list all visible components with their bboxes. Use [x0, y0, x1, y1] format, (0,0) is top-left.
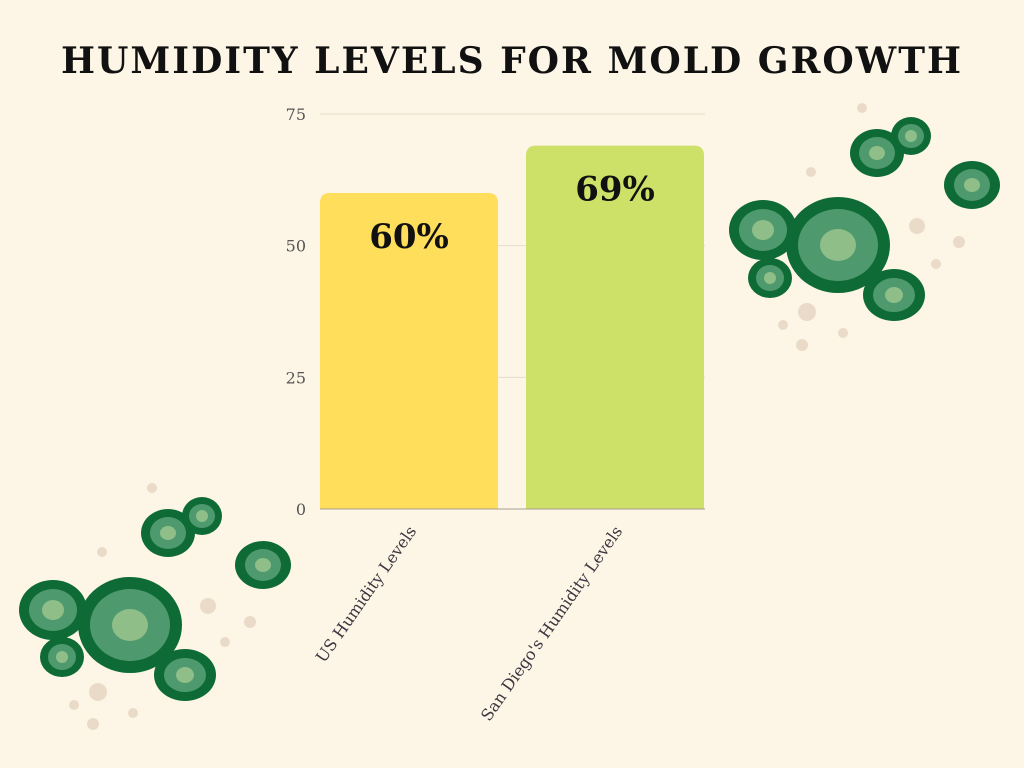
category-label: San Diego's Humidity Levels [477, 522, 626, 724]
mold-cluster-right-icon [729, 103, 1000, 351]
y-tick-label: 0 [296, 500, 306, 519]
mold-cluster-left-icon [19, 483, 291, 730]
data-label: 60% [369, 217, 449, 257]
data-label: 69% [575, 170, 655, 210]
y-tick-label: 75 [286, 105, 306, 124]
y-tick-label: 25 [286, 368, 306, 387]
bar [526, 145, 704, 509]
category-label: US Humidity Levels [312, 522, 420, 666]
y-tick-label: 50 [286, 237, 306, 256]
chart-title: HUMIDITY LEVELS FOR MOLD GROWTH [60, 40, 964, 82]
bar [320, 193, 498, 509]
